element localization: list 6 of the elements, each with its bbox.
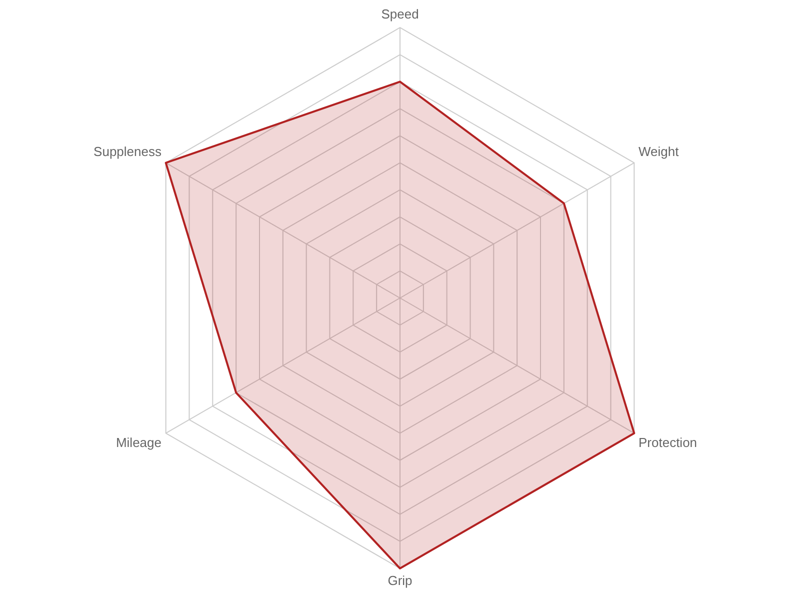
spoke-label: Grip	[388, 572, 412, 588]
spoke-label: Mileage	[116, 435, 162, 450]
spoke-label: Suppleness	[94, 144, 162, 160]
spoke-label: Protection	[638, 435, 698, 450]
spoke-label: Speed	[381, 6, 419, 22]
spoke-label: Weight	[638, 144, 680, 160]
